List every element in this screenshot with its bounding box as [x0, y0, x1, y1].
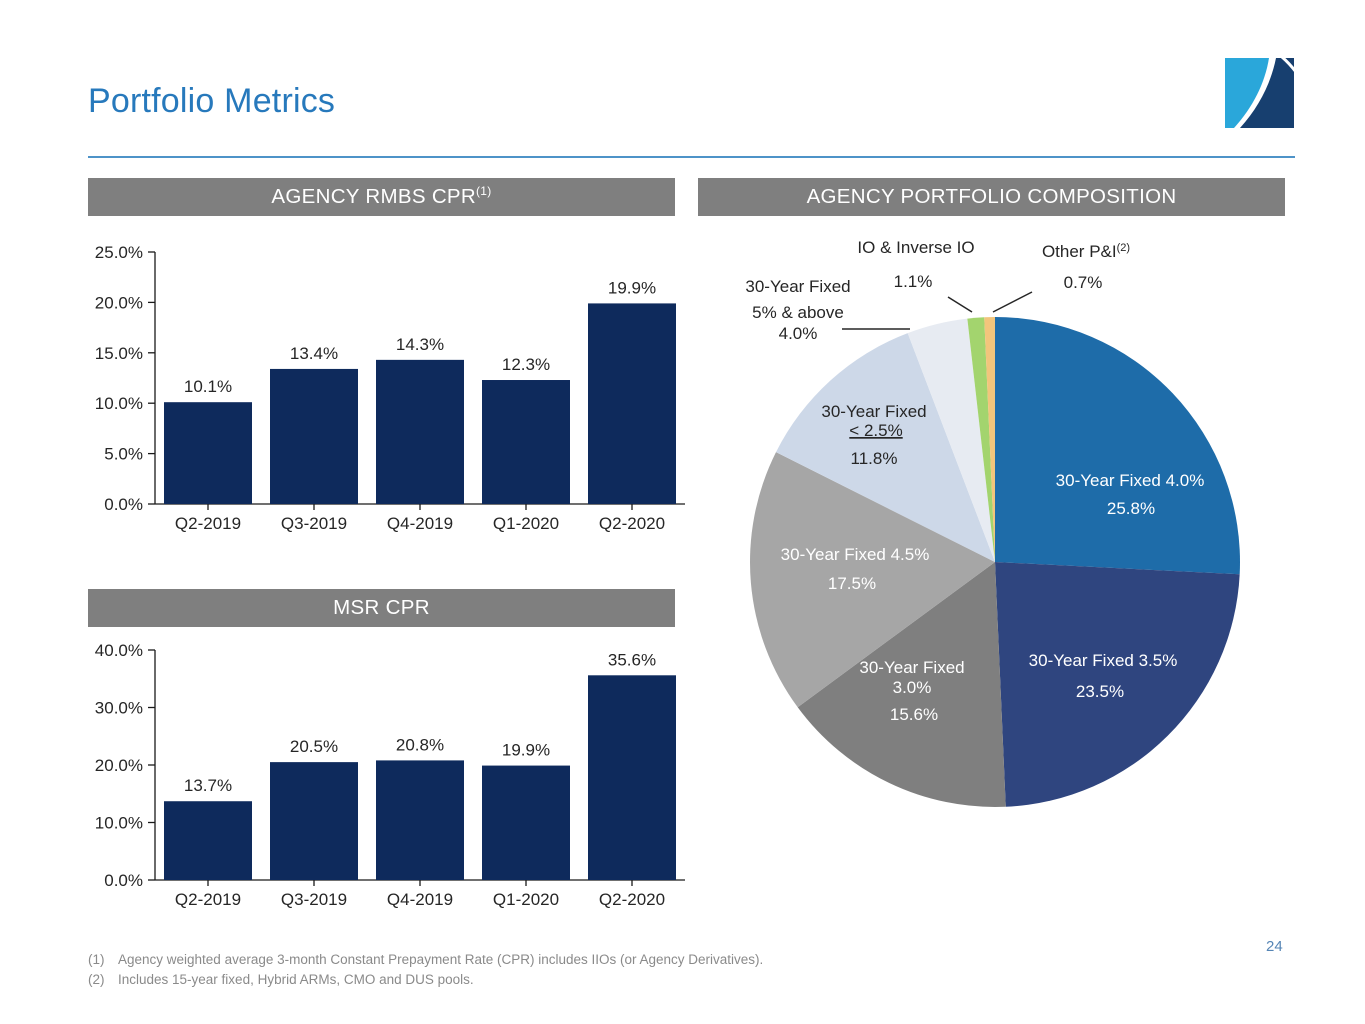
y-tick-label: 0.0% [104, 871, 143, 890]
footnote-marker: (2) [88, 972, 105, 987]
chart-header-text: MSR CPR [333, 596, 430, 619]
bar [164, 801, 252, 880]
pie-slice [995, 562, 1240, 807]
y-tick-label: 10.0% [95, 394, 143, 413]
pie-slice-label: 30-Year Fixed [859, 658, 964, 677]
bar [588, 303, 676, 504]
bar [164, 402, 252, 504]
pie-slice-label: 25.8% [1107, 499, 1155, 518]
pie-slice-label: 30-Year Fixed 4.0% [1056, 471, 1205, 490]
pie-slice-label: 4.0% [779, 324, 818, 343]
pie-slice-label: 11.8% [851, 449, 898, 468]
pie-slice [907, 318, 995, 562]
page-title: Portfolio Metrics [88, 82, 336, 120]
bar [482, 380, 570, 504]
footnote-text: Includes 15-year fixed, Hybrid ARMs, CMO… [118, 972, 474, 987]
pie-slice-label: 1.1% [894, 272, 933, 291]
footnote-text: Agency weighted average 3-month Constant… [118, 952, 764, 967]
footnote-marker: (1) [88, 952, 105, 967]
pie-slice-label: 23.5% [1076, 682, 1124, 701]
footnotes: (1) Agency weighted average 3-month Cons… [88, 950, 763, 990]
pie-slice [984, 317, 995, 562]
chart-header-text: AGENCY PORTFOLIO COMPOSITION [806, 185, 1177, 208]
chart-header-msr-cpr: MSR CPR [88, 589, 675, 627]
chart-header-text: AGENCY RMBS CPR [271, 185, 477, 208]
x-category-label: Q2-2019 [175, 514, 241, 533]
bar [376, 760, 464, 880]
pie-slice-label: 0.7% [1064, 273, 1103, 292]
x-category-label: Q2-2019 [175, 890, 241, 909]
y-tick-label: 30.0% [95, 699, 143, 718]
bar-value-label: 19.9% [502, 741, 550, 760]
pie-slice-label: 17.5% [828, 574, 876, 593]
msr-cpr-bar-chart: 0.0% 10.0% 20.0% 30.0% 40.0% Q2-2019 13.7% Q3-2… [95, 641, 685, 909]
x-category-label: Q1-2020 [493, 514, 559, 533]
y-tick-label: 15.0% [95, 344, 143, 363]
bar [588, 675, 676, 880]
pie-slice-label: 30-Year Fixed 4.5% [781, 545, 930, 564]
y-tick-label: 40.0% [95, 641, 143, 660]
logo-corner-cut [1281, 55, 1297, 73]
pie-slice [995, 317, 1240, 575]
y-tick-label: 25.0% [95, 243, 143, 262]
agency-rmbs-cpr-bar-chart: 0.0% 5.0% 10.0% 15.0% 20.0% 25.0% Q2-2019 10.1%… [95, 243, 685, 533]
pie-slice-label: 15.6% [890, 705, 938, 724]
bar-value-label: 14.3% [396, 335, 444, 354]
y-tick-label: 0.0% [104, 495, 143, 514]
footnote-2: (2) Includes 15-year fixed, Hybrid ARMs,… [88, 970, 763, 990]
pie-slice-label: < 2.5% [849, 421, 902, 440]
chart-header-superscript: (1) [476, 184, 492, 199]
bar-value-label: 19.9% [608, 278, 656, 297]
pie-slice [967, 317, 995, 562]
logo-dark-swoosh [1240, 58, 1294, 128]
x-category-label: Q4-2019 [387, 890, 453, 909]
bar-value-label: 20.8% [396, 735, 444, 754]
footnote-1: (1) Agency weighted average 3-month Cons… [88, 950, 763, 970]
x-category-label: Q3-2019 [281, 890, 347, 909]
y-tick-label: 20.0% [95, 293, 143, 312]
pie-slice-label: 30-Year Fixed 3.5% [1029, 651, 1178, 670]
x-category-label: Q2-2020 [599, 514, 665, 533]
pie-slice [750, 452, 995, 708]
agency-portfolio-pie-chart: 30-Year Fixed 4.0% 25.8% 30-Year Fixed 3.5… [745, 238, 1240, 807]
bar-value-label: 13.7% [184, 776, 232, 795]
x-category-label: Q1-2020 [493, 890, 559, 909]
bar [270, 762, 358, 880]
x-category-label: Q4-2019 [387, 514, 453, 533]
bar [482, 765, 570, 880]
logo-light-swoosh [1225, 58, 1269, 128]
bar-value-label: 20.5% [290, 737, 338, 756]
pie-slice [797, 562, 1006, 807]
title-divider [88, 156, 1295, 158]
bar-value-label: 12.3% [502, 355, 550, 374]
pie-slice-label: 3.0% [893, 678, 932, 697]
x-category-label: Q3-2019 [281, 514, 347, 533]
y-tick-label: 5.0% [104, 445, 143, 464]
pie-slice-label: 30-Year Fixed [745, 277, 850, 296]
pie-slice-label: 5% & above [752, 303, 844, 322]
pie-slice-label: IO & Inverse IO [857, 238, 974, 257]
pie-slice-label: 30-Year Fixed [821, 402, 926, 421]
chart-header-agency-rmbs-cpr: AGENCY RMBS CPR(1) [88, 178, 675, 216]
x-category-label: Q2-2020 [599, 890, 665, 909]
bar-value-label: 35.6% [608, 650, 656, 669]
page-number: 24 [1266, 938, 1283, 955]
bar-value-label: 13.4% [290, 344, 338, 363]
y-tick-label: 20.0% [95, 756, 143, 775]
bar [270, 368, 358, 504]
y-tick-label: 10.0% [95, 814, 143, 833]
leader-line [947, 296, 973, 313]
company-logo [1225, 55, 1297, 128]
bar [376, 359, 464, 504]
bar-value-label: 10.1% [184, 377, 232, 396]
pie-slice-label: Other P&I(2) [1042, 242, 1130, 261]
leader-line [992, 291, 1033, 313]
chart-header-agency-portfolio-composition: AGENCY PORTFOLIO COMPOSITION [698, 178, 1285, 216]
pie-slice [776, 333, 995, 562]
